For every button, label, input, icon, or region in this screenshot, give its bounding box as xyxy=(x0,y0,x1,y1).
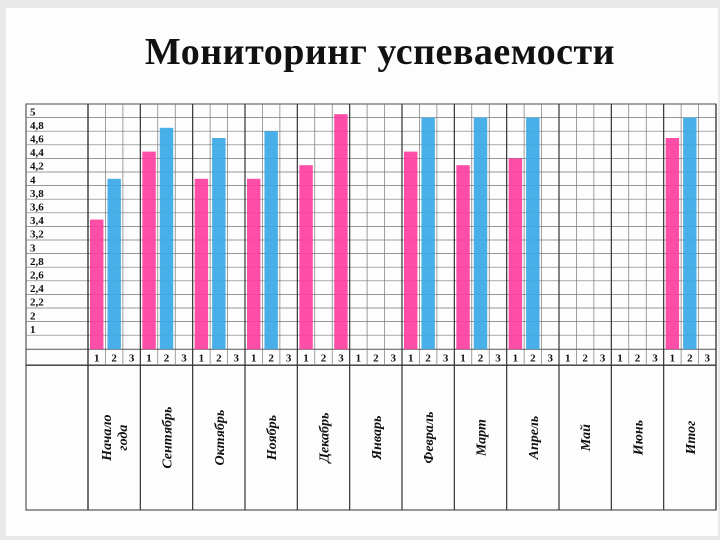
bar-s2-3 xyxy=(212,138,226,350)
x-category-label: Февраль xyxy=(422,412,437,464)
y-tick-label: 3,4 xyxy=(30,215,44,227)
sub-column-label: 3 xyxy=(234,353,240,365)
sub-column-label: 3 xyxy=(338,353,344,365)
bar-s2-2 xyxy=(159,127,174,350)
sub-column-label: 2 xyxy=(164,353,170,365)
bar-s3-5 xyxy=(334,114,348,350)
sub-column-label: 2 xyxy=(687,353,693,365)
sub-column-label: 3 xyxy=(129,353,135,365)
x-category-label: Март xyxy=(475,419,490,457)
x-category-label: Май xyxy=(579,424,594,452)
y-tick-label: 3,8 xyxy=(30,188,44,200)
sub-column-label: 1 xyxy=(513,353,519,365)
sub-column-label: 2 xyxy=(268,353,274,365)
y-tick-label: 1 xyxy=(30,324,36,336)
sub-column-label: 1 xyxy=(356,353,362,365)
y-tick-label: 4,8 xyxy=(30,120,44,132)
y-tick-label: 2,6 xyxy=(30,270,44,282)
sub-column-label: 1 xyxy=(408,353,414,365)
sub-column-label: 1 xyxy=(146,353,152,365)
y-tick-label: 2,2 xyxy=(30,297,44,309)
bar-s1-4 xyxy=(247,178,261,350)
sub-column-label: 3 xyxy=(181,353,187,365)
x-category-label: Началогода xyxy=(100,414,131,461)
bar-s1-2 xyxy=(142,151,156,350)
bar-s1-12 xyxy=(665,138,680,350)
bar-s2-9 xyxy=(526,117,540,350)
x-category-label: Апрель xyxy=(527,416,542,461)
sub-column-label: 3 xyxy=(548,353,554,365)
y-tick-label: 2,4 xyxy=(30,283,44,295)
sub-column-label: 3 xyxy=(391,353,397,365)
bar-s1-1 xyxy=(90,219,104,350)
sub-column-label: 2 xyxy=(425,353,431,365)
y-tick-label: 3,2 xyxy=(30,229,44,241)
paper-sheet xyxy=(6,8,718,536)
bar-s1-9 xyxy=(508,158,523,350)
bar-s1-7 xyxy=(404,151,418,350)
sub-column-label: 2 xyxy=(635,353,641,365)
sub-column-label: 3 xyxy=(652,353,658,365)
sub-column-label: 1 xyxy=(199,353,205,365)
sub-column-label: 2 xyxy=(530,353,536,365)
sub-column-label: 1 xyxy=(617,353,623,365)
y-tick-label: 3,6 xyxy=(30,202,44,214)
bar-s2-8 xyxy=(473,117,488,350)
y-tick-label: 2,8 xyxy=(30,256,44,268)
sub-column-label: 2 xyxy=(321,353,327,365)
sub-column-label: 3 xyxy=(600,353,606,365)
bar-s1-8 xyxy=(456,165,470,350)
bar-s2-4 xyxy=(264,131,278,350)
x-category-label: Октябрь xyxy=(213,410,228,466)
bar-s2-1 xyxy=(107,178,121,350)
y-tick-label: 4,4 xyxy=(30,147,44,159)
sub-column-label: 1 xyxy=(670,353,676,365)
x-category-label: Июнь xyxy=(632,420,647,456)
sub-column-label: 2 xyxy=(111,353,117,365)
y-tick-label: 5 xyxy=(30,106,36,118)
sub-column-label: 3 xyxy=(286,353,292,365)
sub-column-label: 2 xyxy=(478,353,484,365)
sub-column-label: 2 xyxy=(373,353,379,365)
x-category-label: Декабрь xyxy=(318,413,333,465)
x-category-label: Итог xyxy=(684,421,699,456)
sub-column-label: 2 xyxy=(216,353,222,365)
bar-s1-3 xyxy=(194,178,209,350)
sub-column-label: 1 xyxy=(565,353,571,365)
x-category-label: Ноябрь xyxy=(265,415,280,461)
sub-column-label: 2 xyxy=(582,353,588,365)
sub-column-label: 1 xyxy=(251,353,257,365)
y-tick-label: 4 xyxy=(30,174,36,186)
y-tick-label: 3 xyxy=(30,242,36,254)
y-tick-label: 4,6 xyxy=(30,134,44,146)
sub-column-label: 1 xyxy=(303,353,309,365)
sub-column-label: 1 xyxy=(460,353,466,365)
bar-s2-7 xyxy=(421,117,435,350)
x-category-label: Январь xyxy=(370,416,385,461)
sub-column-label: 3 xyxy=(705,353,711,365)
sub-column-label: 1 xyxy=(94,353,100,365)
y-tick-label: 4,2 xyxy=(30,161,44,173)
sub-column-label: 3 xyxy=(443,353,449,365)
sub-column-label: 3 xyxy=(495,353,501,365)
bar-s2-12 xyxy=(683,117,697,350)
x-category-label: Сентябрь xyxy=(161,407,176,469)
chart-title: Мониторинг успеваемости xyxy=(144,31,616,73)
bar-s1-5 xyxy=(299,165,313,350)
y-tick-label: 2 xyxy=(30,310,36,322)
